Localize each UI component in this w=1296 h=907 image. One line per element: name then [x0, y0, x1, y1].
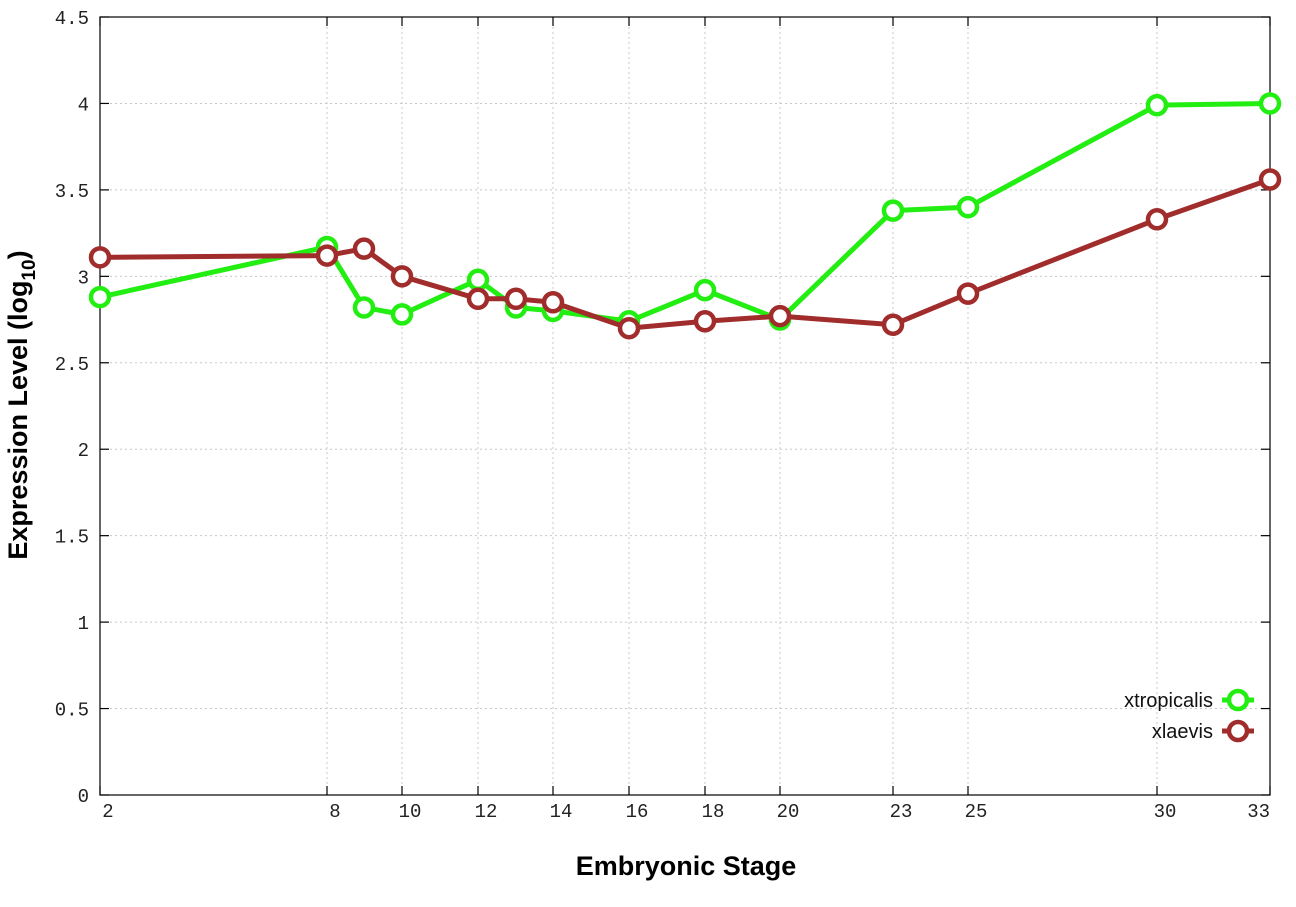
x-tick-label: 33 — [1247, 801, 1270, 823]
data-point — [466, 268, 490, 292]
data-point — [956, 195, 980, 219]
data-point — [1258, 168, 1282, 191]
x-tick-label: 25 — [965, 801, 988, 823]
data-point — [88, 246, 112, 269]
data-point — [693, 310, 717, 333]
legend-marker-xtropicalis — [1226, 688, 1250, 712]
data-point — [881, 199, 905, 222]
legend-marker-xlaevis — [1226, 719, 1250, 743]
data-point — [541, 291, 565, 314]
data-point — [352, 237, 376, 260]
series-xtropicalis — [88, 92, 1282, 333]
grid — [100, 17, 1270, 795]
data-point — [466, 287, 490, 311]
legend-label-xlaevis: xlaevis — [1152, 721, 1213, 743]
x-tick-label: 30 — [1154, 801, 1177, 823]
x-tick-label: 12 — [475, 801, 498, 823]
data-point — [1145, 208, 1169, 231]
legend: xtropicalis xlaevis — [1124, 688, 1254, 743]
data-point — [390, 303, 414, 326]
series-line-xlaevis — [99, 177, 1271, 331]
plot-frame — [99, 16, 1271, 796]
data-point — [768, 304, 792, 328]
y-tick-label: 2.5 — [55, 354, 89, 376]
data-point — [881, 313, 905, 336]
x-tick-label: 2 — [102, 801, 113, 823]
y-tick-label: 2 — [78, 440, 89, 462]
data-point — [390, 265, 414, 288]
data-point — [693, 278, 717, 302]
y-axis-tick-labels: 0 0.5 1 1.5 2 2.5 3 3.5 4 4.5 — [55, 8, 89, 808]
x-tick-label: 18 — [702, 801, 725, 823]
y-tick-label: 0.5 — [55, 700, 89, 722]
x-axis-title: Embryonic Stage — [576, 851, 797, 881]
series — [88, 92, 1282, 340]
series-xlaevis — [88, 168, 1282, 340]
x-tick-label: 23 — [890, 801, 913, 823]
y-axis-title-subscript: 10 — [19, 259, 40, 280]
y-axis-title-main: Expression Level (log — [3, 281, 33, 560]
x-tick-label: 16 — [626, 801, 649, 823]
data-point — [956, 282, 980, 305]
data-point — [1258, 92, 1282, 115]
y-tick-label: 4 — [78, 94, 89, 116]
x-tick-label: 10 — [399, 801, 422, 823]
y-axis-title: Expression Level (log10) — [3, 250, 40, 559]
y-axis-title-close: ) — [3, 250, 33, 259]
data-point — [504, 287, 528, 311]
y-tick-label: 4.5 — [55, 8, 89, 30]
data-point — [1145, 93, 1169, 117]
x-tick-label: 8 — [329, 801, 340, 823]
axis-ticks — [99, 16, 1271, 796]
y-tick-label: 3 — [78, 267, 89, 289]
data-point — [315, 244, 339, 267]
y-tick-label: 1 — [78, 613, 89, 635]
x-tick-label: 20 — [777, 801, 800, 823]
legend-label-xtropicalis: xtropicalis — [1124, 690, 1213, 712]
data-point — [88, 285, 112, 309]
y-tick-label: 0 — [78, 786, 89, 808]
series-line-xtropicalis — [99, 100, 1271, 324]
data-point — [617, 316, 641, 340]
x-tick-label: 14 — [550, 801, 573, 823]
x-axis-tick-labels: 2 8 10 12 14 16 18 20 23 25 30 33 — [102, 801, 1270, 823]
y-tick-label: 1.5 — [55, 527, 89, 549]
y-tick-label: 3.5 — [55, 181, 89, 203]
data-point — [352, 296, 376, 319]
